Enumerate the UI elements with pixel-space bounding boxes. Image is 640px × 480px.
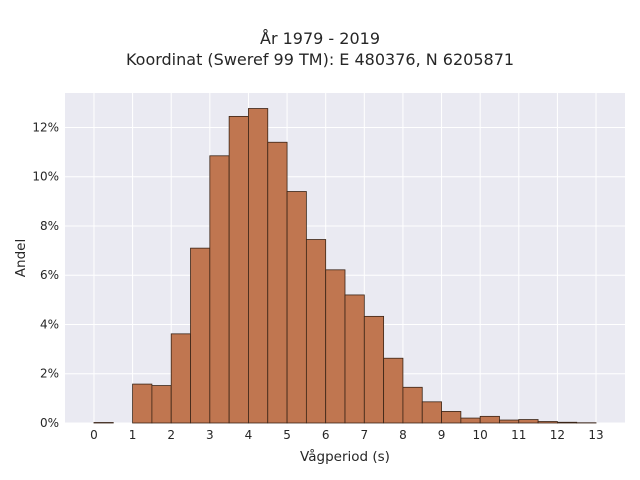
histogram-bar [209,155,230,424]
y-tick-label: 10% [32,170,59,184]
histogram-bar [518,419,539,424]
x-tick-label: 13 [588,428,603,442]
x-tick-label: 4 [245,428,253,442]
x-tick-label: 8 [399,428,407,442]
y-axis-label: Andel [13,239,29,277]
histogram-bar [383,357,404,424]
histogram-bar [305,239,327,424]
y-tick-label: 6% [40,268,59,282]
histogram-bar [190,247,211,424]
y-tick-label: 0% [40,416,59,430]
x-tick-label: 3 [206,428,214,442]
histogram-bar [325,269,346,424]
x-tick-label: 12 [550,428,565,442]
histogram-bar [537,421,558,424]
x-tick-labels: 0 1 2 3 4 5 6 7 8 9 10 11 12 13 [90,428,604,442]
x-tick-label: 11 [511,428,526,442]
y-tick-label: 12% [32,120,59,134]
histogram-bar [441,411,462,424]
x-tick-label: 7 [360,428,368,442]
histogram-bar [151,385,172,424]
bars [93,108,597,424]
x-tick-label: 10 [473,428,488,442]
histogram-bar [228,115,249,424]
x-tick-label: 0 [90,428,98,442]
y-tick-label: 8% [40,219,59,233]
x-tick-label: 1 [129,428,137,442]
histogram-bar [267,141,288,424]
x-tick-label: 5 [283,428,291,442]
histogram-bar [421,401,442,424]
x-axis-label: Vågperiod (s) [300,448,390,465]
y-tick-labels: 0% 2% 4% 6% 8% 10% 12% [32,120,59,430]
histogram-bar [132,383,153,424]
histogram-bar [460,417,481,424]
x-tick-label: 9 [438,428,446,442]
histogram-bar [344,294,365,424]
y-tick-label: 2% [40,367,59,381]
histogram-bar [557,421,578,424]
histogram-bar [402,386,423,424]
histogram-bar [170,333,191,424]
x-tick-label: 6 [322,428,330,442]
histogram-bar [363,315,385,424]
histogram-bar [248,108,269,424]
chart-subtitle: Koordinat (Sweref 99 TM): E 480376, N 62… [125,50,515,69]
histogram-bar [286,191,307,424]
histogram-bar [499,419,520,424]
histogram-bar [479,415,500,424]
y-tick-label: 4% [40,317,59,331]
x-tick-label: 2 [167,428,175,442]
chart-title: År 1979 - 2019 [260,29,380,48]
